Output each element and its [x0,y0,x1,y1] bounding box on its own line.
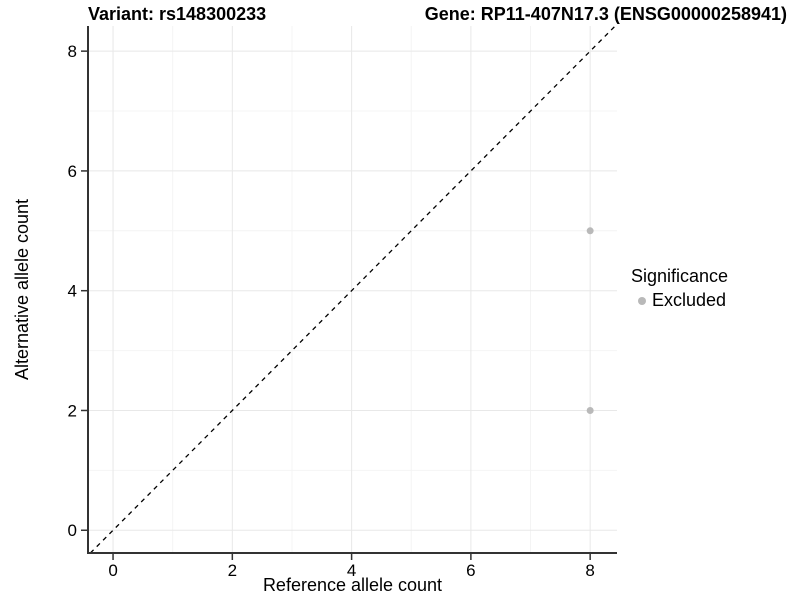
x-tick-label: 4 [347,561,356,580]
x-tick-label: 2 [228,561,237,580]
y-tick-label: 0 [68,521,77,540]
x-tick-label: 8 [585,561,594,580]
legend: Significance Excluded [631,266,728,311]
data-point [586,406,594,414]
y-axis-title: Alternative allele count [12,199,32,380]
legend-point-icon [638,296,646,305]
x-tick-label: 6 [466,561,475,580]
variant-title: Variant: rs148300233 [88,4,267,24]
legend-item-label: Excluded [652,290,727,310]
x-tick-label: 0 [108,561,117,580]
legend-item-excluded: Excluded [638,290,728,311]
identity-line [89,25,616,554]
y-tick-label: 8 [68,42,77,61]
y-tick-label: 4 [68,282,77,301]
y-tick-label: 6 [68,162,77,181]
x-axis-title: Reference allele count [263,575,442,595]
y-tick-label: 2 [68,401,77,420]
legend-title: Significance [631,266,729,286]
data-point [586,227,594,235]
gene-title: Gene: RP11-407N17.3 (ENSG00000258941) [424,4,787,24]
